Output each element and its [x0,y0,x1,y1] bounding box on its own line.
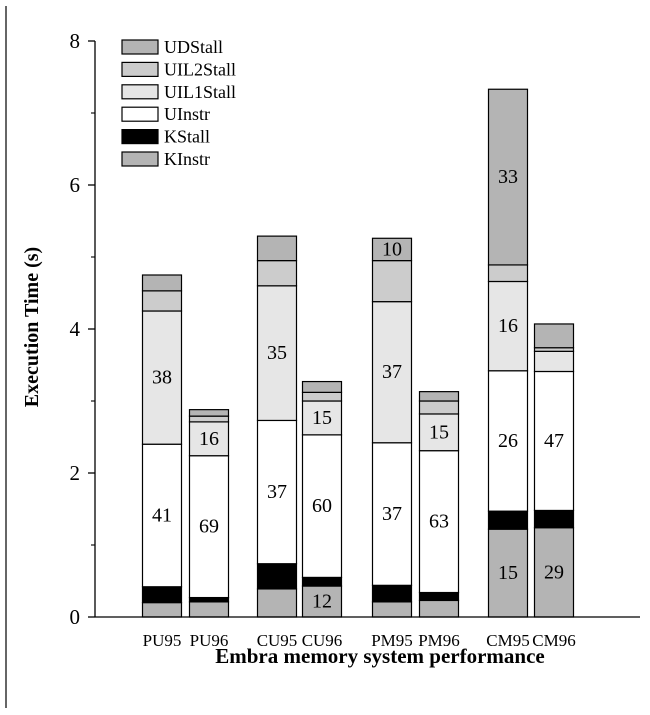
data-label-cu96-uinstr: 60 [312,495,332,517]
bar-cu95-kinstr [256,588,298,618]
bar-cm95-uinstr [487,370,529,512]
bar-pm96-uinstr [418,450,460,594]
legend-label-udstall: UDStall [164,37,223,57]
bar-pm95-uinstr [371,442,413,586]
data-label-cm95-udstall: 33 [498,166,518,188]
legend-swatch-uil2stall [121,61,159,78]
bar-pm96-kstall [418,591,460,602]
bar-cm95-uil2stall [487,264,529,283]
bar-cu95-udstall [256,235,298,262]
bar-pu95-uinstr [141,443,183,588]
bar-pm96-kinstr [418,599,460,618]
legend-swatch-udstall [121,39,159,55]
y-axis: 0 2 4 6 8 [70,29,640,629]
y-tick-label-6: 6 [70,173,81,197]
data-label-cu96-kinstr: 12 [312,591,332,613]
bar-pm95-kstall [371,584,413,603]
bar-cu95-uinstr [256,419,298,565]
bar-pu96-udstall [188,409,230,417]
bar-cm96-uinstr [533,370,575,512]
data-label-cm96-kinstr: 29 [544,561,564,583]
data-label-pm95-uil1stall: 37 [382,361,402,383]
legend-label-kstall: KStall [164,127,210,147]
legend-label-kinstr: KInstr [164,149,210,169]
bar-pu95-kinstr [141,601,183,618]
bar-cm95-kstall [487,510,529,530]
legend-label-uil2stall: UIL2Stall [164,59,236,79]
x-tick-label-pm95: PM95 [371,631,413,650]
bar-pu96-kinstr [188,601,230,618]
bar-cu96-uil2stall [301,391,343,402]
y-axis-title: Execution Time (s) [21,247,43,407]
bar-pu96-uil1stall [188,421,230,457]
data-label-pu96-uil1stall: 16 [199,428,219,450]
x-tick-label-cu96: CU96 [302,631,343,650]
y-tick-label-8: 8 [70,29,81,53]
chart-title: Embra memory system performance [215,644,544,668]
data-label-cu95-uil1stall: 35 [267,342,287,364]
data-label-cm96-uinstr: 47 [544,430,564,452]
legend-label-uinstr: UInstr [164,104,210,124]
bar-pm95-uil2stall [371,260,413,303]
bar-cm95-udstall [487,88,529,266]
bar-pm96-udstall [418,391,460,402]
bar-cm96-uil1stall [533,350,575,373]
bar-cu96-uinstr [301,434,343,578]
data-label-cm95-kinstr: 15 [498,562,518,584]
bar-pu95-uil1stall [141,310,183,445]
bar-pu96-uil2stall [188,415,230,423]
x-tick-labels: PU95 PU96 CU95 CU96 PM95 PM96 CM95 CM96 [143,631,576,650]
bar-pu95-kstall [141,586,183,604]
x-tick-label-cm96: CM96 [532,631,575,650]
bar-cu95-uil2stall [256,260,298,287]
data-label-cu95-uinstr: 37 [267,481,287,503]
bars-layer [141,88,575,618]
bar-cm96-kstall [533,509,575,529]
bar-cu96-uil1stall [301,400,343,436]
bar-cm95-kinstr [487,528,529,618]
y-tick-label-4: 4 [70,317,81,341]
bar-pm95-uil1stall [371,301,413,444]
bar-pm96-uil2stall [418,400,460,415]
legend-swatch-uil1stall [121,84,159,100]
bar-pm96-uil1stall [418,413,460,452]
bar-cm96-udstall [533,323,575,349]
annotations-layer: 38 41 16 69 35 37 15 60 12 10 37 37 15 63 33 16 26 15 47 29 [152,166,564,612]
x-tick-label-cm95: CM95 [486,631,529,650]
x-tick-label-pu96: PU96 [190,631,229,650]
data-label-pu95-uinstr: 41 [152,504,172,526]
data-label-pm95-udstall: 10 [382,238,402,260]
data-label-pm96-uinstr: 63 [429,511,449,533]
bar-pu95-udstall [141,274,183,292]
bar-pu95-uil2stall [141,290,183,312]
bar-pm95-kinstr [371,601,413,618]
legend-swatch-kinstr [121,151,159,167]
data-label-pm96-uil1stall: 15 [429,421,449,443]
data-label-cm95-uinstr: 26 [498,430,518,452]
data-label-pm95-uinstr: 37 [382,503,402,525]
legend-label-uil1stall: UIL1Stall [164,82,236,102]
bar-cu96-udstall [301,380,343,393]
legend-swatch-uinstr [121,106,159,122]
data-label-pu96-uinstr: 69 [199,516,219,538]
bar-cu95-uil1stall [256,285,298,422]
data-label-pu95-uil1stall: 38 [152,367,172,389]
bar-pu96-kstall [188,596,230,603]
bar-cu95-kstall [256,563,298,590]
bar-pm95-udstall [371,237,413,262]
y-tick-label-0: 0 [70,605,81,629]
bar-cu96-kstall [301,576,343,587]
y-tick-label-2: 2 [70,461,81,485]
x-tick-label-pm96: PM96 [418,631,460,650]
data-label-cm95-uil1stall: 16 [498,315,518,337]
data-label-cu96-uil1stall: 15 [312,407,332,429]
legend-swatch-kstall [121,129,159,145]
x-tick-label-pu95: PU95 [143,631,182,650]
x-tick-label-cu95: CU95 [257,631,298,650]
